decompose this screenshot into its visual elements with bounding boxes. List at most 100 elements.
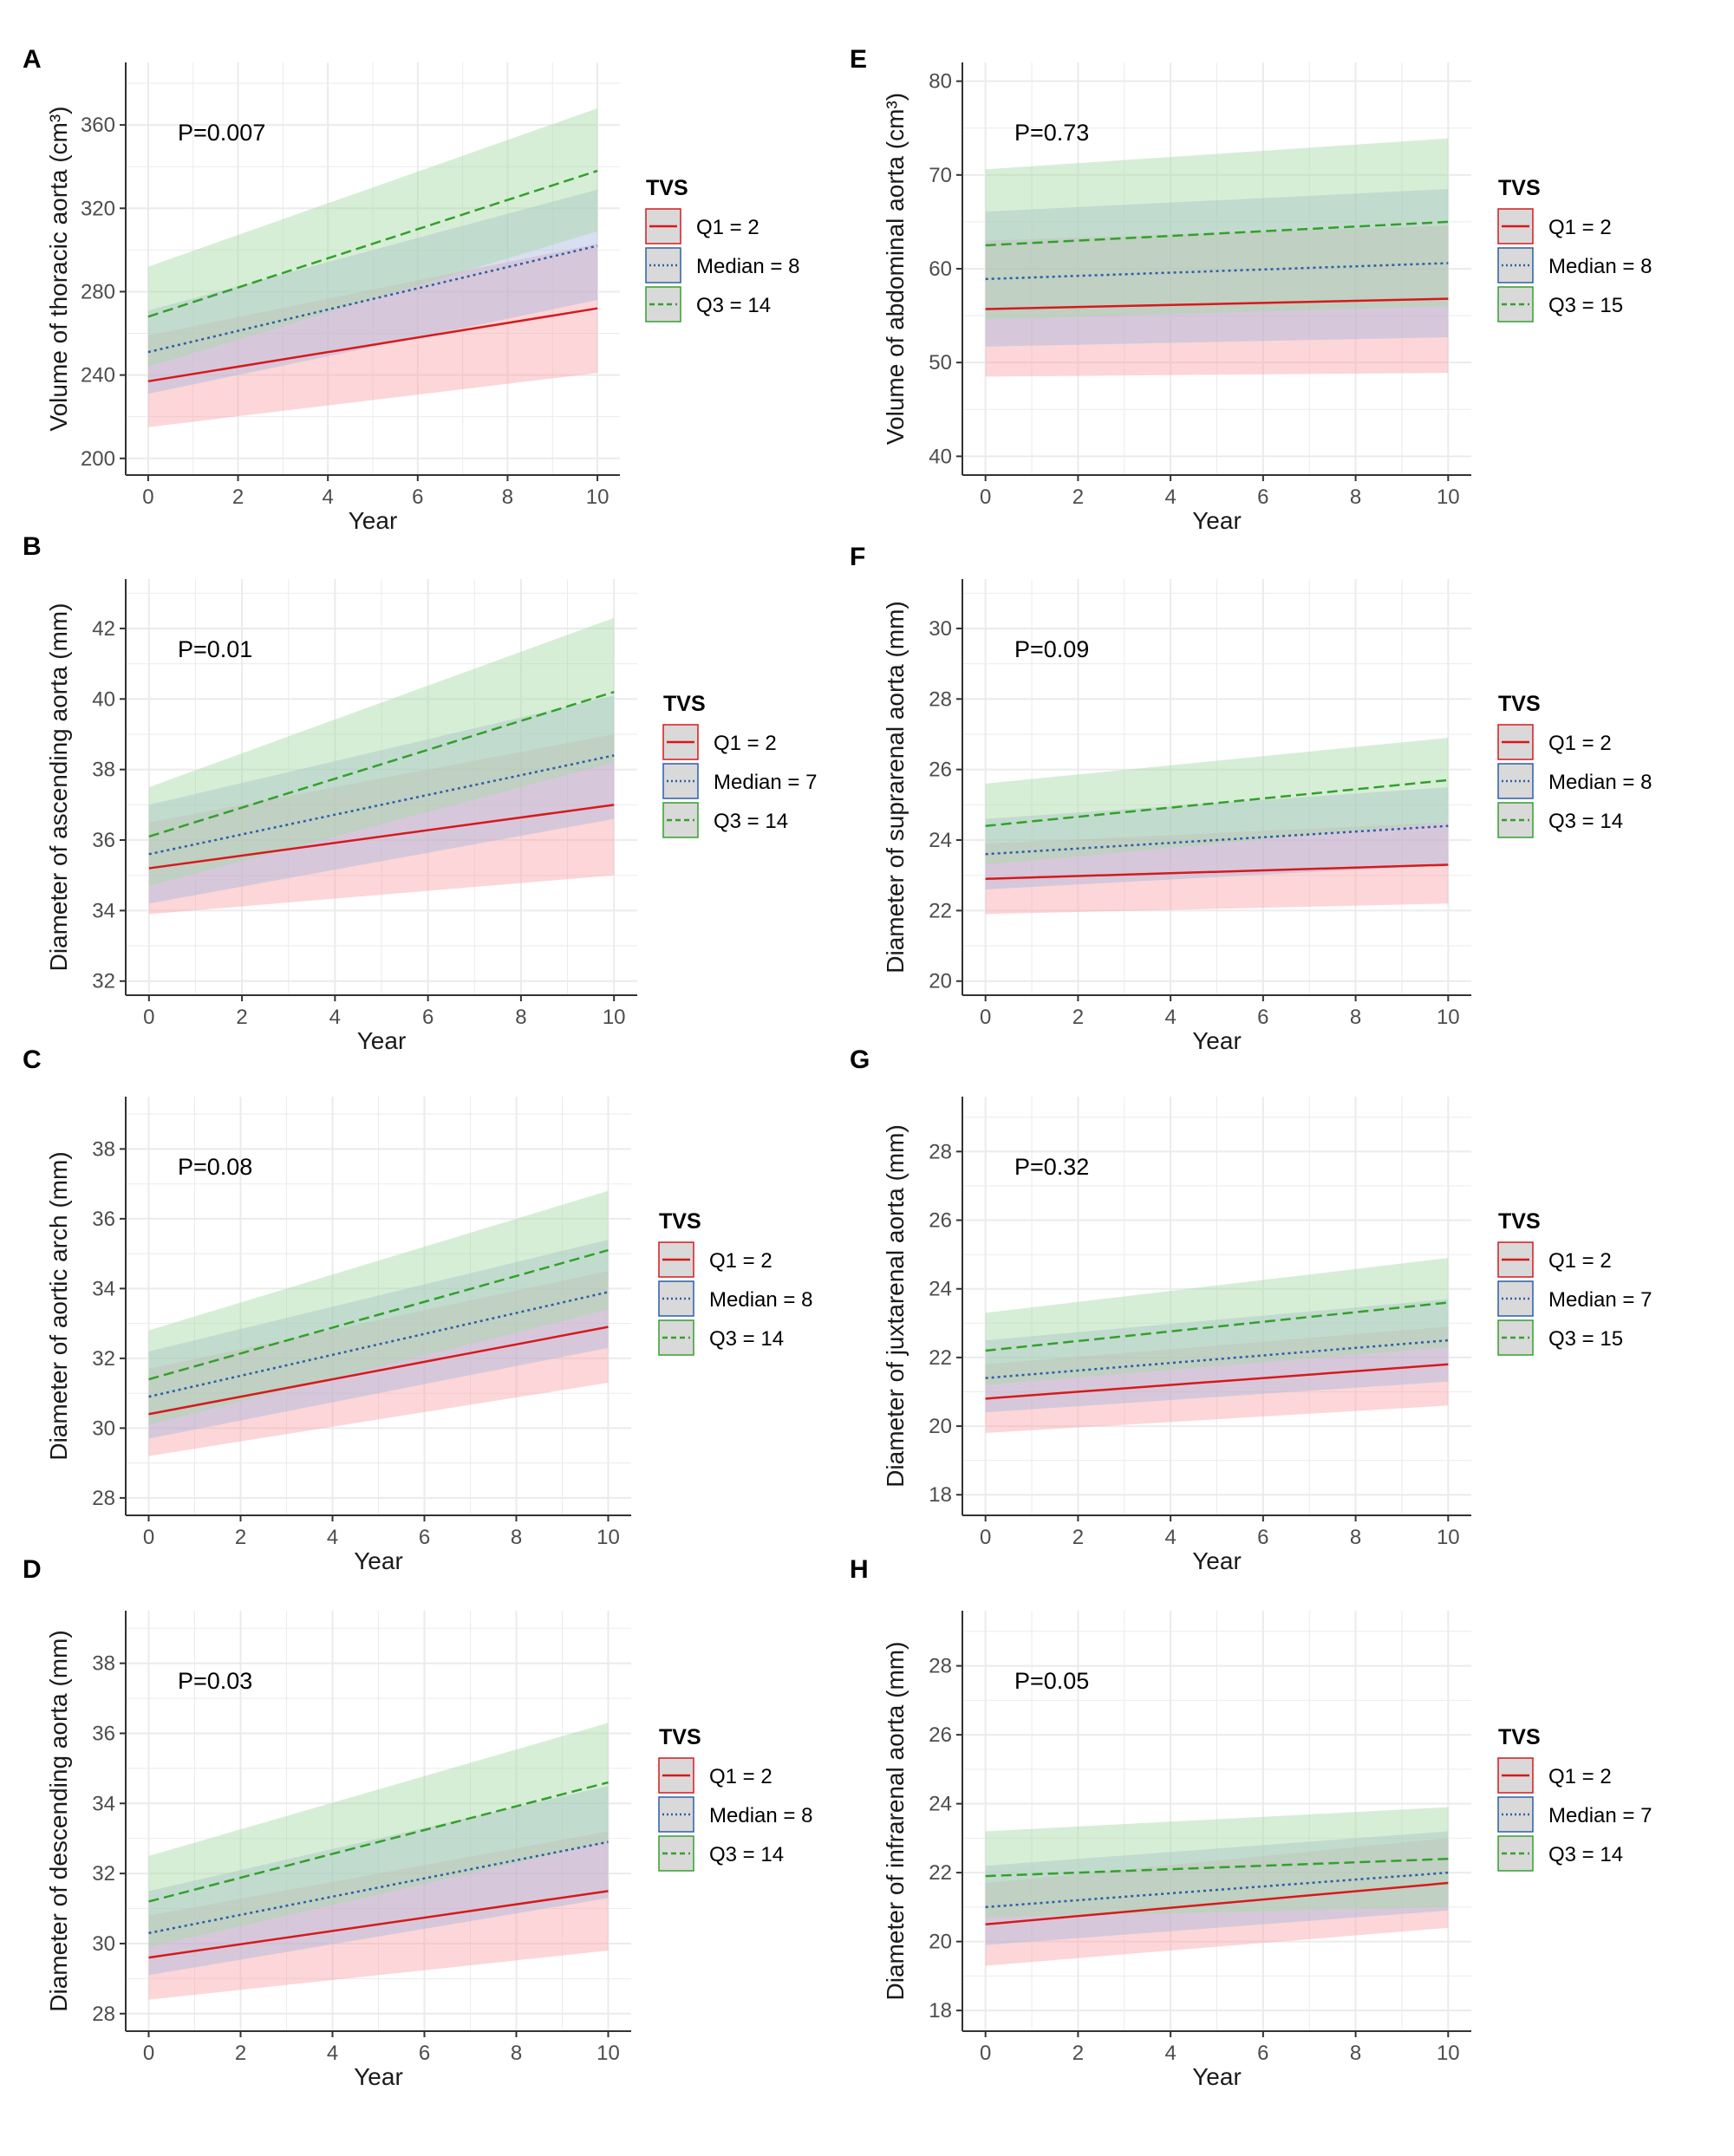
y-tick-label: 50 <box>929 351 952 375</box>
legend: TVS Q1 = 2 Median = 7 Q3 = 14 <box>1497 1725 1652 1872</box>
x-tick-label: 10 <box>603 1006 626 1029</box>
y-tick-label: 34 <box>92 1277 115 1300</box>
y-tick-label: 34 <box>92 899 115 922</box>
y-tick-label: 28 <box>92 1487 115 1510</box>
y-tick-label: 18 <box>929 1483 952 1507</box>
panel-label: A <box>23 45 42 74</box>
confidence-band-q1 <box>985 822 1449 915</box>
x-tick-label: 0 <box>143 1526 154 1549</box>
x-tick-label: 0 <box>142 485 153 509</box>
confidence-band-median <box>148 1786 609 1976</box>
legend-key-median <box>658 1796 694 1833</box>
confidence-band-median <box>985 1299 1449 1413</box>
series-line-median <box>985 1871 1449 1909</box>
x-tick-label: 8 <box>515 1006 526 1029</box>
series-line-q3 <box>148 1781 609 1903</box>
y-tick-label: 24 <box>929 829 952 852</box>
y-tick-label: 20 <box>929 1931 952 1954</box>
y-tick-label: 70 <box>929 164 952 187</box>
y-tick-label: 32 <box>92 1347 115 1371</box>
x-tick-label: 6 <box>1257 1526 1268 1549</box>
y-axis-title: Diameter of infrarenal aorta (mm) <box>882 1642 909 2001</box>
p-value-annotation: P=0.32 <box>1014 1154 1089 1180</box>
series-line-q1 <box>147 307 598 383</box>
confidence-band-q3 <box>147 107 598 367</box>
series-line-median <box>148 754 615 856</box>
panel-label: F <box>850 543 865 571</box>
x-tick-label: 4 <box>323 485 334 509</box>
p-value-annotation: P=0.03 <box>178 1668 252 1694</box>
series-line-median <box>985 1339 1449 1379</box>
y-axis-title: Diameter of descending aorta (mm) <box>45 1630 72 2011</box>
x-tick-label: 6 <box>412 485 423 509</box>
series-line-q3 <box>148 690 615 838</box>
y-tick-label: 28 <box>92 2003 115 2026</box>
y-tick-label: 42 <box>92 617 115 641</box>
legend-label-q1: Q1 = 2 <box>709 1765 772 1788</box>
legend-label-q3: Q3 = 14 <box>1548 810 1623 833</box>
legend-label-q3: Q3 = 14 <box>709 1843 784 1866</box>
y-tick-label: 22 <box>929 899 952 922</box>
x-tick-label: 10 <box>586 485 610 509</box>
x-axis-title: Year <box>1192 1027 1242 1054</box>
legend-label-median: Median = 8 <box>696 255 799 278</box>
y-axis-title: Diameter of ascending aorta (mm) <box>45 603 72 972</box>
y-tick-label: 18 <box>929 1999 952 2022</box>
y-tick-label: 20 <box>929 970 952 993</box>
legend: TVS Q1 = 2 Median = 7 Q3 = 14 <box>662 692 817 838</box>
confidence-band-median <box>985 1831 1449 1945</box>
y-tick-label: 34 <box>92 1792 115 1815</box>
p-value-annotation: P=0.08 <box>178 1154 252 1180</box>
x-axis-title: Year <box>349 507 398 534</box>
x-tick-label: 4 <box>1164 1006 1176 1029</box>
p-value-annotation: P=0.73 <box>1014 120 1089 146</box>
legend-label-q1: Q1 = 2 <box>709 1249 772 1273</box>
series-line-q3 <box>147 169 598 318</box>
legend-label-q3: Q3 = 14 <box>709 1327 784 1351</box>
y-tick-label: 30 <box>92 1417 115 1440</box>
y-tick-label: 36 <box>92 829 115 852</box>
y-tick-label: 36 <box>92 1722 115 1745</box>
confidence-band-q1 <box>147 244 598 427</box>
series-line-q1 <box>148 1326 609 1416</box>
x-tick-label: 6 <box>422 1006 434 1029</box>
x-tick-label: 0 <box>980 2042 991 2065</box>
y-tick-label: 36 <box>92 1208 115 1231</box>
series-line-q1 <box>148 804 615 870</box>
y-tick-label: 30 <box>929 617 952 641</box>
y-tick-label: 240 <box>81 364 115 388</box>
x-tick-label: 6 <box>1257 485 1268 509</box>
x-tick-label: 2 <box>1072 1526 1084 1549</box>
legend-title: TVS <box>659 1209 701 1234</box>
confidence-band-median <box>148 1240 609 1439</box>
legend-label-q1: Q1 = 2 <box>1548 732 1612 755</box>
x-tick-label: 2 <box>1072 2042 1084 2065</box>
y-tick-label: 38 <box>92 1652 115 1676</box>
y-tick-label: 22 <box>929 1861 952 1885</box>
confidence-band-median <box>985 787 1449 889</box>
panel-a: A 0 2 4 6 8 10 200 240 280 320 360 Year Volume of tho… <box>23 45 799 534</box>
p-value-annotation: P=0.01 <box>178 636 252 662</box>
y-tick-label: 360 <box>81 114 115 137</box>
x-tick-label: 10 <box>1437 2042 1460 2065</box>
legend-key-median <box>1497 1796 1534 1833</box>
y-tick-label: 280 <box>81 280 115 303</box>
y-axis-title: Diameter of juxtarenal aorta (mm) <box>882 1124 909 1488</box>
legend-title: TVS <box>1498 176 1541 200</box>
y-axis-title: Volume of thoracic aorta (cm³) <box>45 106 72 431</box>
x-tick-label: 10 <box>596 1526 620 1549</box>
p-value-annotation: P=0.05 <box>1014 1668 1089 1694</box>
confidence-band-q1 <box>985 1838 1449 1966</box>
legend-label-q3: Q3 = 15 <box>1548 294 1623 317</box>
x-axis-title: Year <box>1192 507 1242 534</box>
legend-label-q1: Q1 = 2 <box>1548 216 1612 239</box>
x-axis-title: Year <box>354 1547 403 1574</box>
panel-label: D <box>23 1555 42 1584</box>
confidence-band-q3 <box>148 1723 609 1947</box>
legend-label-median: Median = 7 <box>1548 1804 1652 1827</box>
series-line-median <box>985 824 1449 856</box>
legend: TVS Q1 = 2 Median = 8 Q3 = 14 <box>658 1725 812 1872</box>
legend-label-median: Median = 8 <box>709 1804 812 1827</box>
x-tick-label: 8 <box>1350 485 1361 509</box>
